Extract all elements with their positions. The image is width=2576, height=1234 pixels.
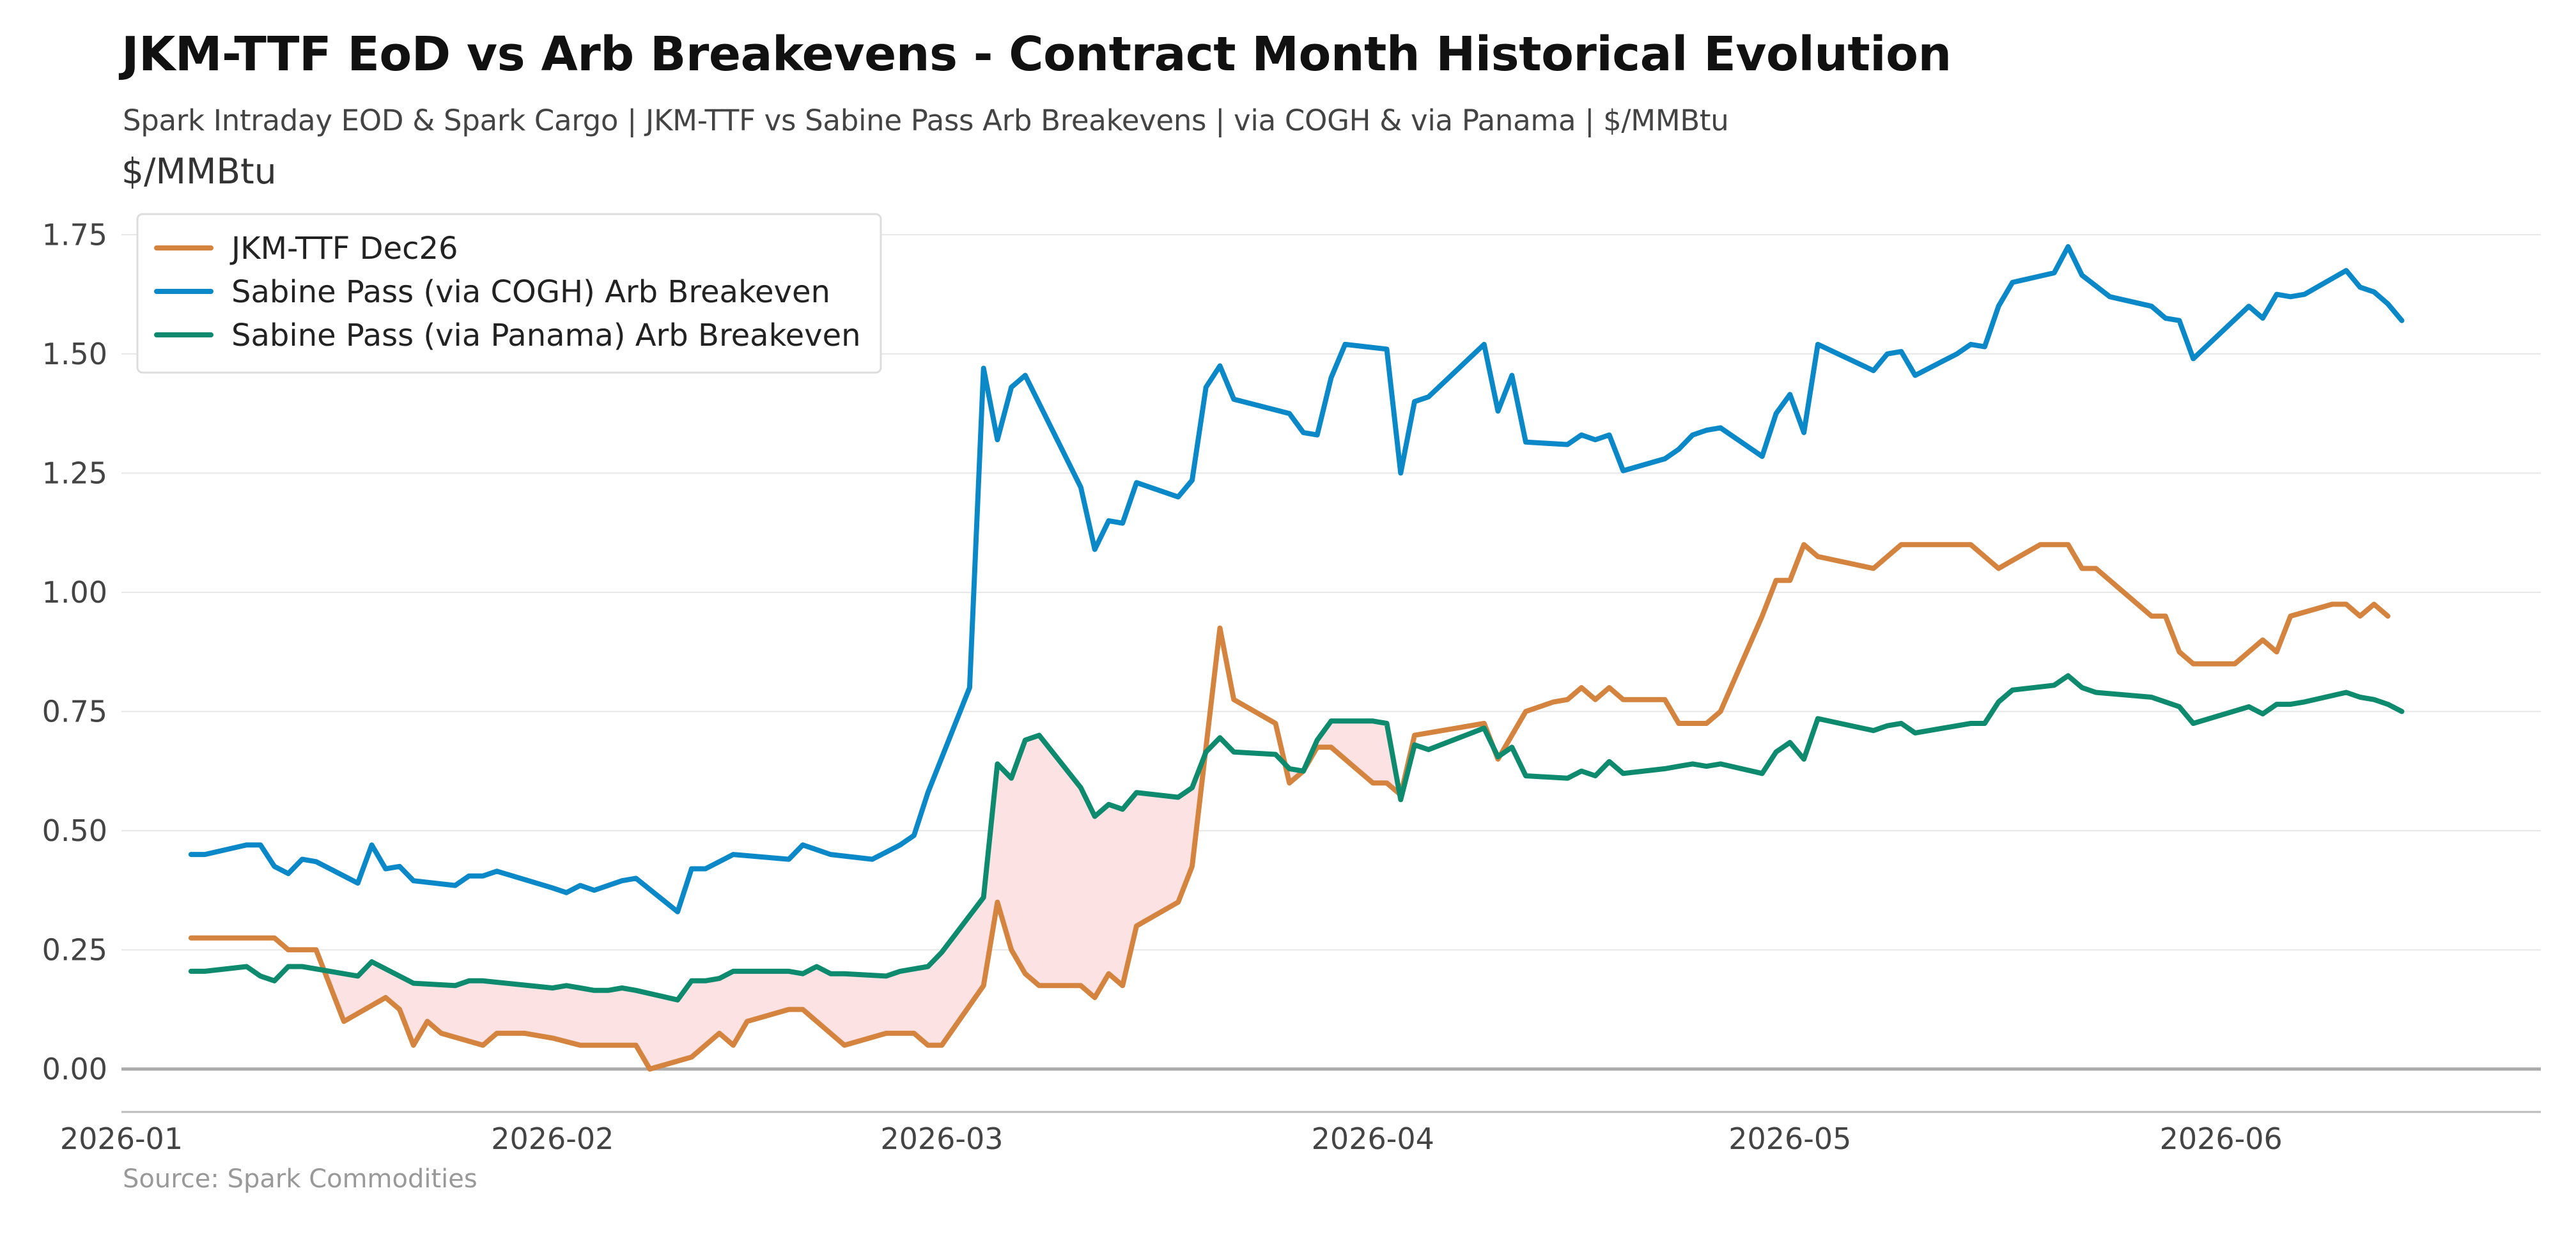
x-tick-label: 2026-02 <box>491 1122 614 1156</box>
gridlines <box>121 234 2541 1071</box>
x-tick-label: 2026-04 <box>1312 1122 1434 1156</box>
series-line-jkm-ttf-dec26 <box>188 542 2391 1072</box>
legend-box <box>136 213 882 374</box>
y-tick-label: 1.75 <box>42 217 107 252</box>
y-tick-label: 0.75 <box>42 694 107 729</box>
axes: 0.00 0.25 0.50 0.75 1.00 1.25 1.50 1.75 2026-01 2… <box>42 217 2541 1156</box>
series-lines <box>188 244 2405 1072</box>
x-tick-label: 2026-03 <box>880 1122 1003 1156</box>
shaded-gap-segment <box>326 735 1203 1069</box>
y-tick-label: 1.00 <box>42 575 107 610</box>
legend-item-jkm-ttf-dec26-label: JKM-TTF Dec26 <box>229 231 458 266</box>
chart-title: JKM-TTF EoD vs Arb Breakevens - Contract… <box>121 27 1951 82</box>
shaded-gap-area <box>326 721 1498 1069</box>
source-note: Source: Spark Commodities <box>123 1164 477 1194</box>
y-tick-label: 1.50 <box>42 337 107 371</box>
y-tick-label: 1.25 <box>42 456 107 490</box>
legend[interactable]: JKM-TTF Dec26 Sabine Pass (via COGH) Arb … <box>136 213 882 374</box>
y-tick-label: 0.25 <box>42 932 107 967</box>
y-tick-label: 0.50 <box>42 814 107 848</box>
y-tick-label: 0.00 <box>42 1052 107 1086</box>
x-tick-label: 2026-05 <box>1728 1122 1851 1156</box>
series-line-sabine-panama <box>188 673 2405 1003</box>
y-axis-unit-label: $/MMBtu <box>121 151 277 192</box>
legend-item-sabine-panama-label: Sabine Pass (via Panama) Arb Breakeven <box>231 318 861 353</box>
x-tick-label: 2026-06 <box>2160 1122 2283 1156</box>
series-line-sabine-cogh <box>188 244 2405 914</box>
x-tick-label: 2026-01 <box>60 1122 183 1156</box>
legend-item-sabine-cogh-label: Sabine Pass (via COGH) Arb Breakeven <box>231 274 830 310</box>
shaded-gap-segment <box>1307 721 1397 792</box>
chart-subtitle: Spark Intraday EOD & Spark Cargo | JKM-T… <box>123 104 1729 137</box>
